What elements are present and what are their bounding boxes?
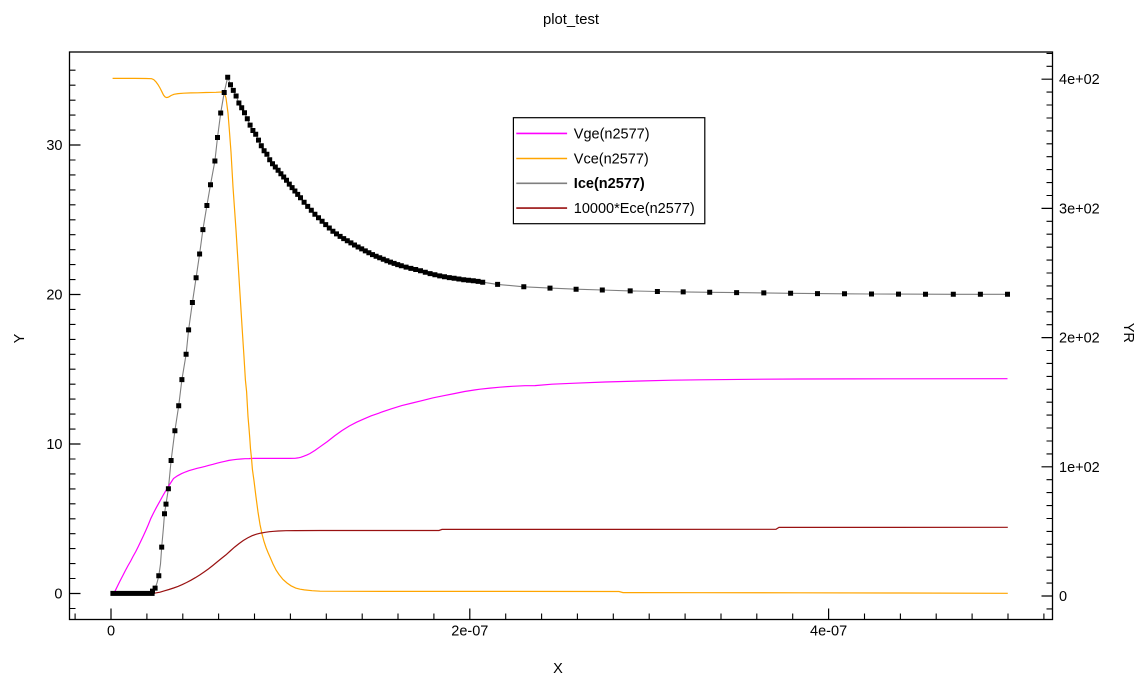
svg-text:YR: YR — [1120, 323, 1136, 343]
svg-text:Ice(n2577): Ice(n2577) — [574, 176, 645, 192]
svg-text:Vge(n2577): Vge(n2577) — [574, 126, 650, 142]
svg-text:2e+02: 2e+02 — [1059, 331, 1100, 347]
svg-text:Y: Y — [12, 333, 28, 343]
svg-text:1e+02: 1e+02 — [1059, 460, 1100, 476]
svg-text:10: 10 — [46, 437, 62, 453]
svg-text:plot_test: plot_test — [543, 12, 599, 28]
svg-text:30: 30 — [46, 138, 62, 154]
svg-text:2e-07: 2e-07 — [451, 623, 488, 639]
svg-text:0: 0 — [1059, 589, 1067, 605]
svg-text:Vce(n2577): Vce(n2577) — [574, 151, 649, 167]
svg-text:X: X — [553, 661, 563, 677]
svg-text:3e+02: 3e+02 — [1059, 201, 1100, 217]
svg-text:20: 20 — [46, 288, 62, 304]
svg-text:4e+02: 4e+02 — [1059, 72, 1100, 88]
svg-text:0: 0 — [54, 587, 62, 603]
svg-text:10000*Ece(n2577): 10000*Ece(n2577) — [574, 201, 695, 217]
svg-text:0: 0 — [107, 623, 115, 639]
svg-text:4e-07: 4e-07 — [810, 623, 847, 639]
